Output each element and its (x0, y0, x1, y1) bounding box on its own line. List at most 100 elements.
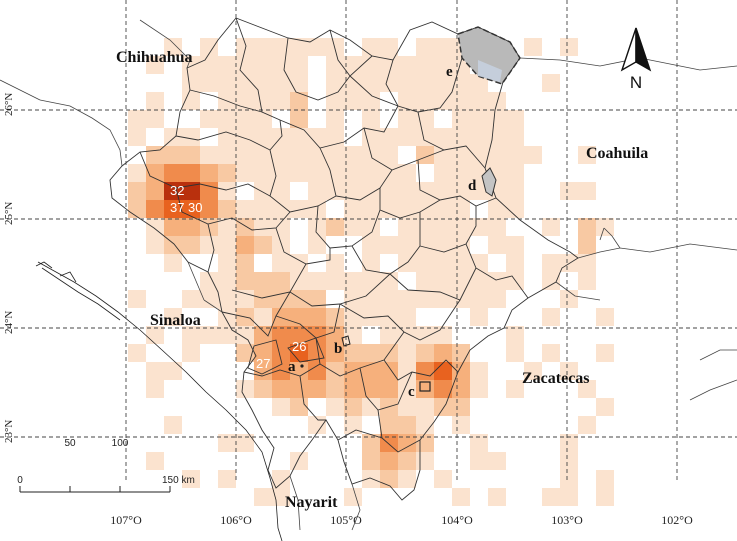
heat-cell (452, 92, 470, 110)
heat-cell (506, 380, 524, 398)
heat-cell (326, 254, 344, 272)
heat-cell (218, 128, 236, 146)
heat-cell (434, 272, 452, 290)
heat-cell (236, 92, 254, 110)
heat-cell (434, 344, 452, 362)
heat-cell (452, 272, 470, 290)
heat-cell (434, 38, 452, 56)
heat-cell (236, 236, 254, 254)
heat-cell (416, 398, 434, 416)
heat-cell (452, 182, 470, 200)
heat-cell (362, 452, 380, 470)
heat-cell (398, 416, 416, 434)
heat-cell (218, 110, 236, 128)
cell-value-label: 26 (292, 339, 306, 354)
heat-cell (236, 74, 254, 92)
heat-cell (308, 236, 326, 254)
heat-cell (434, 182, 452, 200)
heat-cell (272, 308, 290, 326)
heat-cell (254, 182, 272, 200)
heat-cell (272, 200, 290, 218)
heat-cell (488, 200, 506, 218)
heat-cell (398, 92, 416, 110)
heat-cell (560, 488, 578, 506)
heat-cell (416, 326, 434, 344)
heat-cell (236, 254, 254, 272)
heat-cell (254, 290, 272, 308)
site-label-e: e (446, 64, 453, 80)
heat-cell (326, 308, 344, 326)
heat-cell (362, 110, 380, 128)
heat-cell (416, 128, 434, 146)
heat-cell (452, 398, 470, 416)
heat-cell (452, 218, 470, 236)
heat-cell (416, 362, 434, 380)
heat-cell (434, 470, 452, 488)
heat-cell (326, 398, 344, 416)
heat-cell (452, 254, 470, 272)
heat-cell (488, 146, 506, 164)
heat-cell (218, 290, 236, 308)
heat-cell (308, 416, 326, 434)
heat-cell (398, 398, 416, 416)
heat-cell (398, 344, 416, 362)
heat-cell (380, 380, 398, 398)
heat-cell (434, 128, 452, 146)
heat-cell (236, 164, 254, 182)
heat-cell (290, 56, 308, 74)
heat-cell (560, 254, 578, 272)
heat-cell (218, 146, 236, 164)
heat-cell (362, 272, 380, 290)
heat-cell (362, 290, 380, 308)
heat-cell (578, 236, 596, 254)
heat-cell (452, 74, 470, 92)
heat-cell (470, 290, 488, 308)
heat-cell (164, 128, 182, 146)
heat-cell (362, 200, 380, 218)
heat-cell (416, 290, 434, 308)
heat-cell (326, 92, 344, 110)
heat-cell (182, 56, 200, 74)
heat-cell (344, 182, 362, 200)
heat-cell (434, 326, 452, 344)
heat-cell (146, 56, 164, 74)
heat-cell (470, 254, 488, 272)
heat-cell (452, 200, 470, 218)
heat-cell (506, 146, 524, 164)
heat-cell (272, 182, 290, 200)
heat-cell (128, 290, 146, 308)
heat-cell (308, 290, 326, 308)
heat-cell (290, 164, 308, 182)
heat-cell (182, 218, 200, 236)
heat-cell (416, 56, 434, 74)
heat-cell (254, 488, 272, 506)
heat-cell (326, 38, 344, 56)
heat-cell (398, 110, 416, 128)
heat-cell (524, 38, 542, 56)
heat-cell (272, 272, 290, 290)
heat-cell (452, 164, 470, 182)
scale-tick-label: 150 km (162, 475, 195, 486)
heat-cell (416, 434, 434, 452)
heat-cell (182, 146, 200, 164)
heat-cell (218, 74, 236, 92)
heat-cell (236, 290, 254, 308)
heat-cell (254, 308, 272, 326)
heat-cell (182, 470, 200, 488)
heat-cell (308, 38, 326, 56)
heat-cell (344, 146, 362, 164)
heat-cell (308, 272, 326, 290)
heat-cell (308, 182, 326, 200)
heat-cell (560, 38, 578, 56)
heat-cell (380, 362, 398, 380)
heat-cell (272, 38, 290, 56)
heat-cell (416, 92, 434, 110)
heat-cell (542, 254, 560, 272)
heat-cell (362, 362, 380, 380)
heat-cell (272, 326, 290, 344)
heat-cell (128, 200, 146, 218)
heat-cell (596, 470, 614, 488)
heat-cell (182, 128, 200, 146)
heat-cell (236, 128, 254, 146)
heat-cell (236, 380, 254, 398)
